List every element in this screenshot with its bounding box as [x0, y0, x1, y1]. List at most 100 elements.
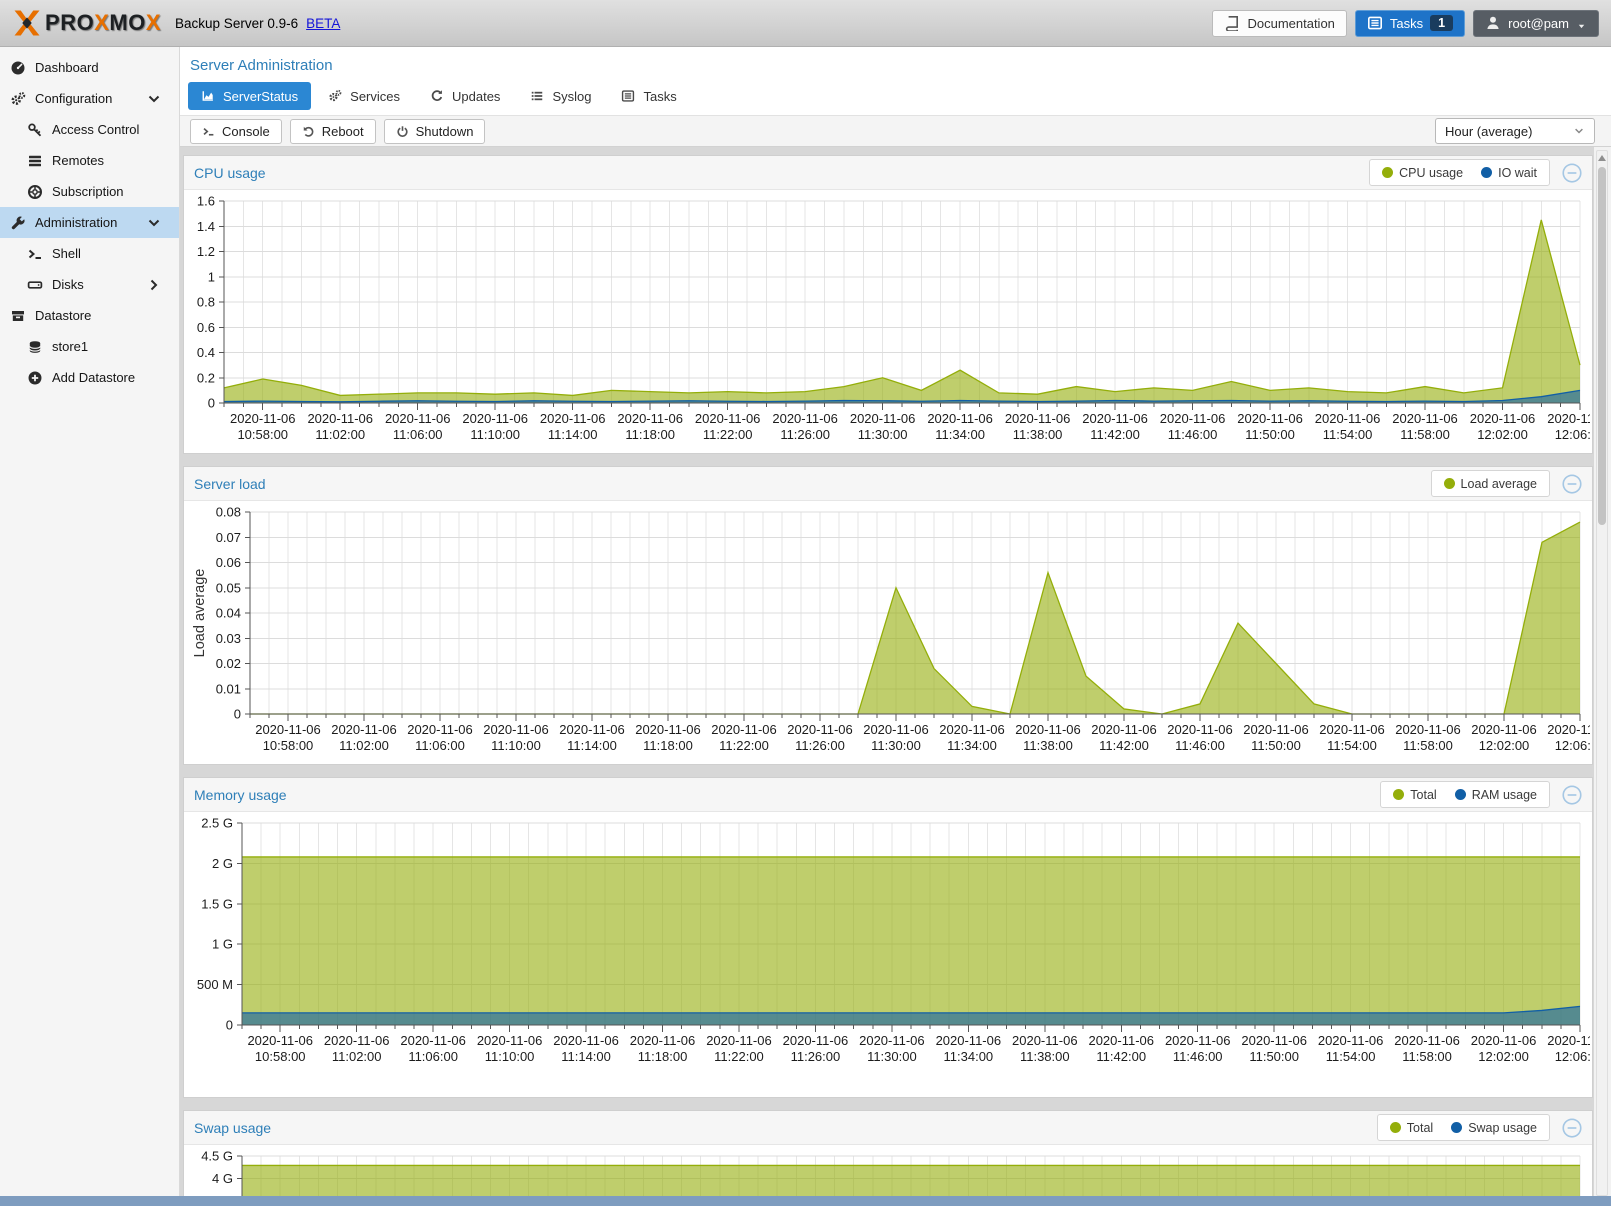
svg-text:0.08: 0.08 — [216, 505, 241, 520]
scrollbar-up-arrow[interactable] — [1598, 155, 1606, 161]
svg-text:11:22:00: 11:22:00 — [703, 427, 753, 442]
legend-item-total[interactable]: Total — [1389, 1121, 1433, 1135]
svg-text:0: 0 — [234, 707, 241, 722]
toolbar-button-label: Console — [222, 123, 270, 139]
user-icon — [1485, 15, 1501, 31]
panel-header: Server load Load average — [184, 467, 1592, 501]
sidebar-item-disks[interactable]: Disks — [0, 269, 179, 300]
toolbar: Console Reboot Shutdown Hour (average) — [180, 115, 1611, 147]
legend-item-ram-usage[interactable]: RAM usage — [1454, 788, 1537, 802]
sidebar-item-configuration[interactable]: Configuration — [0, 83, 179, 114]
tab-services[interactable]: Services — [315, 82, 413, 110]
minus-circle-icon[interactable] — [1562, 784, 1582, 805]
chart-cpu: 1.61.41.210.80.60.40.202020-11-0610:58:0… — [197, 194, 1590, 443]
legend-item-load-average[interactable]: Load average — [1443, 477, 1537, 491]
sidebar-item-label: store1 — [52, 339, 89, 354]
tab-serverstatus[interactable]: ServerStatus — [188, 82, 312, 110]
datastore-icon — [10, 308, 26, 324]
sidebar-item-subscription[interactable]: Subscription — [0, 176, 179, 207]
sidebar-item-label: Configuration — [35, 91, 113, 106]
user-menu-button[interactable]: root@pam — [1473, 9, 1599, 37]
legend-item-swap-usage[interactable]: Swap usage — [1451, 1121, 1537, 1135]
svg-text:2020-11-06: 2020-11-06 — [711, 722, 777, 737]
chart-load: 0.08 0.07 0.06 0.05 0.04 0.03 0.02 0.01 0 2020-11… — [192, 505, 1590, 754]
svg-text:11:58:00: 11:58:00 — [1403, 738, 1453, 753]
tab-tasks[interactable]: Tasks — [608, 82, 689, 110]
svg-text:2020-11-06: 2020-11-06 — [553, 1033, 619, 1048]
svg-text:2020-11-06: 2020-11-06 — [787, 722, 853, 737]
proxmox-logo: PROXMOX — [12, 8, 161, 38]
chevron-right-icon — [146, 277, 162, 293]
sidebar-item-datastore[interactable]: Datastore — [0, 300, 179, 331]
console-button[interactable]: Console — [190, 118, 282, 144]
svg-text:2020-11-06: 2020-11-06 — [850, 411, 916, 426]
sidebar-item-store1[interactable]: store1 — [0, 331, 179, 362]
svg-text:11:06:00: 11:06:00 — [408, 1049, 458, 1064]
legend-item-total[interactable]: Total — [1393, 788, 1437, 802]
svg-text:11:42:00: 11:42:00 — [1096, 1049, 1146, 1064]
minus-circle-icon[interactable] — [1562, 473, 1582, 494]
scrollbar-thumb[interactable] — [1598, 167, 1606, 525]
svg-text:2020-11-06: 2020-11-06 — [385, 411, 451, 426]
sidebar-item-administration[interactable]: Administration — [0, 207, 179, 238]
bottom-edge-strip — [0, 1196, 1611, 1206]
svg-text:0.02: 0.02 — [216, 656, 241, 671]
svg-text:2020-11-06: 2020-11-06 — [1005, 411, 1071, 426]
svg-text:11:26:00: 11:26:00 — [780, 427, 830, 442]
svg-text:11:22:00: 11:22:00 — [714, 1049, 764, 1064]
panel-header: Swap usage Total Swap usage — [184, 1111, 1592, 1145]
tasks-button[interactable]: Tasks 1 — [1354, 9, 1466, 37]
svg-text:2020-11-06: 2020-11-06 — [1082, 411, 1148, 426]
key-icon — [27, 122, 43, 138]
svg-text:11:02:00: 11:02:00 — [332, 1049, 382, 1064]
svg-text:11:38:00: 11:38:00 — [1020, 1049, 1070, 1064]
tab-label: Tasks — [643, 88, 677, 104]
svg-text:0.05: 0.05 — [216, 580, 241, 595]
svg-text:12:02:00: 12:02:00 — [1479, 738, 1530, 753]
shutdown-button[interactable]: Shutdown — [383, 118, 486, 144]
sidebar-item-dashboard[interactable]: Dashboard — [0, 52, 179, 83]
svg-text:0.6: 0.6 — [197, 320, 215, 335]
svg-text:11:54:00: 11:54:00 — [1326, 1049, 1376, 1064]
documentation-button[interactable]: Documentation — [1212, 9, 1347, 37]
svg-text:10:58:00: 10:58:00 — [255, 1049, 306, 1064]
svg-text:2020-11-06: 2020-11-06 — [1547, 1033, 1590, 1048]
sidebar-item-add-datastore[interactable]: Add Datastore — [0, 362, 179, 393]
minus-circle-icon[interactable] — [1562, 162, 1582, 183]
svg-text:Load average: Load average — [192, 569, 208, 658]
reboot-button[interactable]: Reboot — [289, 118, 376, 144]
minus-circle-icon[interactable] — [1562, 1117, 1582, 1138]
sidebar-item-remotes[interactable]: Remotes — [0, 145, 179, 176]
panel-cpu: CPU usage CPU usage IO wait 1.6 1.4 1.2 1 0.8 0.… — [183, 155, 1593, 454]
legend-label: CPU usage — [1399, 165, 1464, 180]
svg-text:11:46:00: 11:46:00 — [1175, 738, 1225, 753]
svg-text:2020-11-06: 2020-11-06 — [1395, 722, 1461, 737]
legend-label: Swap usage — [1468, 1120, 1537, 1135]
main-area: Server Administration ServerStatus Servic… — [180, 47, 1611, 1196]
sidebar-item-label: Add Datastore — [52, 370, 136, 385]
legend-item-cpu-usage[interactable]: CPU usage — [1382, 166, 1463, 180]
svg-text:11:22:00: 11:22:00 — [719, 738, 769, 753]
vertical-scrollbar[interactable] — [1596, 150, 1608, 1196]
svg-text:4.5 G: 4.5 G — [201, 1149, 233, 1164]
panel-title: Memory usage — [194, 786, 287, 803]
sidebar-item-access-control[interactable]: Access Control — [0, 114, 179, 145]
svg-text:11:54:00: 11:54:00 — [1327, 738, 1377, 753]
timeframe-select[interactable]: Hour (average) — [1435, 118, 1595, 144]
tab-updates[interactable]: Updates — [417, 82, 513, 110]
svg-text:2020-11-06: 2020-11-06 — [407, 722, 473, 737]
sidebar-item-label: Dashboard — [35, 60, 99, 75]
legend-item-io-wait[interactable]: IO wait — [1481, 166, 1537, 180]
gears-icon — [328, 89, 342, 103]
svg-text:11:26:00: 11:26:00 — [795, 738, 845, 753]
sidebar-item-shell[interactable]: Shell — [0, 238, 179, 269]
svg-text:11:34:00: 11:34:00 — [944, 1049, 994, 1064]
svg-text:2020-11-06: 2020-11-06 — [477, 1033, 543, 1048]
tab-syslog[interactable]: Syslog — [517, 82, 604, 110]
chevron-down-icon — [146, 91, 162, 107]
terminal-icon — [27, 246, 43, 262]
beta-link[interactable]: BETA — [306, 15, 341, 31]
svg-text:12:06:00: 12:06:00 — [1555, 738, 1590, 753]
